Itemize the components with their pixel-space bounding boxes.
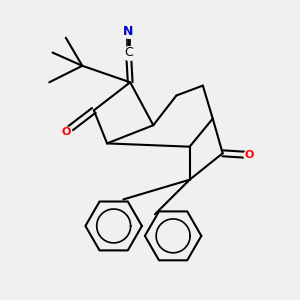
Text: O: O: [244, 150, 254, 160]
Text: C: C: [124, 46, 133, 59]
Text: N: N: [123, 25, 134, 38]
Text: O: O: [61, 127, 70, 137]
